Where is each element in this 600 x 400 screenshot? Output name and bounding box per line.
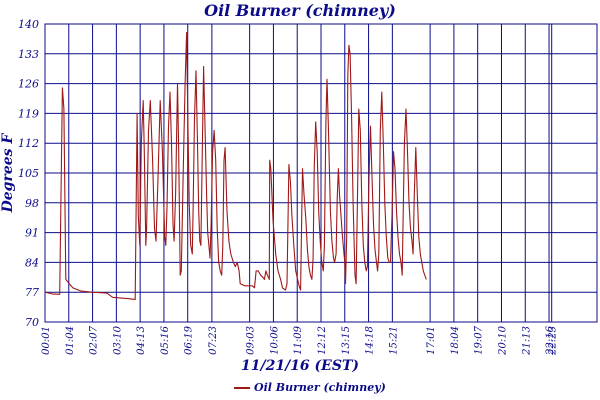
x-tick-label: 12:12	[317, 326, 328, 355]
x-tick-label: 21:13	[521, 326, 532, 356]
x-tick-label: 15:21	[388, 326, 399, 355]
legend-swatch	[234, 386, 250, 389]
series-line	[44, 31, 427, 300]
x-tick-label: 14:18	[365, 326, 376, 355]
y-tick-label: 133	[18, 48, 39, 61]
x-tick-label: 02:07	[89, 325, 100, 354]
y-tick-label: 84	[25, 256, 39, 269]
x-tick-label: 13:15	[341, 326, 352, 355]
y-tick-label: 105	[18, 167, 39, 180]
legend: Oil Burner (chimney)	[234, 381, 386, 394]
x-tick-label: 22:23	[548, 326, 559, 356]
x-tick-label: 06:19	[184, 325, 195, 354]
chart-title: Oil Burner (chimney)	[204, 1, 396, 20]
y-tick-label: 98	[25, 197, 39, 210]
y-tick-label: 77	[25, 286, 39, 299]
y-tick-label: 70	[25, 316, 39, 329]
x-tick-label: 20:10	[497, 325, 508, 355]
x-tick-label: 19:07	[474, 325, 485, 354]
y-tick-label: 119	[18, 107, 39, 120]
x-tick-label: 01:04	[65, 326, 76, 355]
x-tick-label: 00:01	[41, 326, 52, 355]
x-tick-label: 03:10	[112, 325, 123, 354]
x-tick-label: 11:09	[293, 325, 304, 354]
x-axis-label: 11/21/16 (EST)	[241, 358, 359, 374]
y-tick-label: 91	[25, 227, 39, 240]
x-tick-label: 10:06	[269, 325, 280, 354]
x-tick-label: 17:01	[426, 326, 437, 355]
x-tick-label: 22:16	[545, 325, 556, 355]
x-tick-label: 09:03	[246, 326, 257, 355]
y-tick-label: 140	[18, 18, 39, 31]
x-tick-label: 07:23	[208, 326, 219, 355]
y-tick-label: 126	[18, 78, 39, 91]
y-tick-label: 112	[18, 137, 39, 150]
x-tick-label: 04:13	[136, 326, 147, 355]
x-tick-label: 05:16	[160, 325, 171, 354]
x-tick-label: 18:04	[450, 326, 461, 355]
legend-label: Oil Burner (chimney)	[254, 381, 386, 394]
